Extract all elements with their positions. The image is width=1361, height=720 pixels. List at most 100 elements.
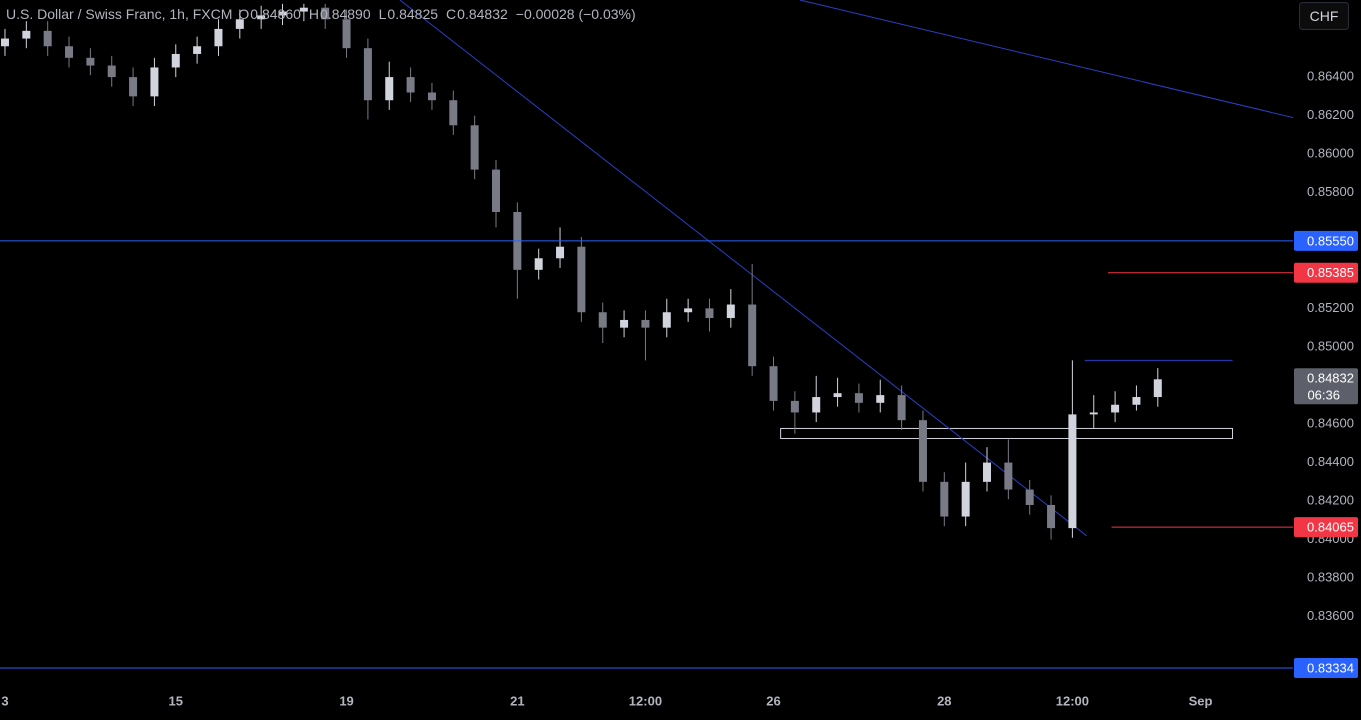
candle-body <box>1111 404 1120 413</box>
candle-body <box>876 395 885 403</box>
candle-body <box>897 395 906 421</box>
ohlc-value: 0.84890 <box>320 6 371 22</box>
candle-body <box>1089 412 1098 415</box>
candle-body <box>470 125 479 170</box>
x-tick-label: 26 <box>766 693 780 708</box>
candle-body <box>0 38 9 47</box>
candle-body <box>43 30 52 47</box>
candle-body <box>321 7 330 20</box>
y-tick-label: 0.84400 <box>1307 454 1354 469</box>
candle-body <box>1047 504 1056 529</box>
candle-body <box>278 11 287 16</box>
ohlc-key: L <box>378 6 387 22</box>
candle-body <box>705 308 714 319</box>
y-tick-label: 0.86200 <box>1307 107 1354 122</box>
candle-body <box>1068 414 1077 529</box>
price-label-box <box>1294 230 1358 251</box>
x-tick-label: 12:00 <box>629 693 662 708</box>
candle-body <box>918 420 927 482</box>
candle-body <box>833 393 842 398</box>
candle-body <box>598 312 607 328</box>
candle-body <box>641 319 650 328</box>
candle-body <box>684 308 693 313</box>
y-tick-label: 0.85200 <box>1307 300 1354 315</box>
price-label-box <box>1294 517 1358 538</box>
candle-body <box>449 100 458 126</box>
candle-body <box>171 53 180 68</box>
candle-body <box>769 366 778 401</box>
candle-body <box>577 246 586 313</box>
candle-body <box>1025 489 1034 505</box>
ohlc-key: C <box>446 6 457 22</box>
price-label: 0.85550 <box>1307 233 1354 248</box>
trendline <box>399 0 1087 537</box>
y-tick-label: 0.86400 <box>1307 69 1354 84</box>
candle-body <box>556 246 565 259</box>
last-price-label: 0.84832 <box>1307 371 1354 386</box>
x-tick-label: 12:00 <box>1056 693 1089 708</box>
candle-body <box>427 92 436 101</box>
candle-body <box>235 19 244 29</box>
candle-body <box>1153 379 1162 398</box>
last-price-box <box>1294 368 1358 405</box>
support-zone <box>780 427 1234 439</box>
x-tick-label: 19 <box>339 693 353 708</box>
change: −0.00028 (−0.03%) <box>515 6 636 22</box>
ohlc-key: O <box>238 6 250 22</box>
candle-body <box>534 258 543 270</box>
y-tick-label: 0.83600 <box>1307 608 1354 623</box>
candle-body <box>65 46 74 58</box>
candle-body <box>812 397 821 413</box>
countdown: 06:36 <box>1307 388 1340 403</box>
candle-body <box>129 77 138 97</box>
price-label: 0.84065 <box>1307 520 1354 535</box>
x-tick-label: 21 <box>510 693 524 708</box>
y-tick-label: 0.85000 <box>1307 338 1354 353</box>
candle-body <box>342 19 351 49</box>
y-tick-label: 0.84600 <box>1307 415 1354 430</box>
trendline <box>799 0 1294 119</box>
ohlc-value: 0.84860 <box>250 6 301 22</box>
candle-body <box>107 65 116 78</box>
currency-button[interactable]: CHF <box>1299 2 1349 30</box>
candle-body <box>491 169 500 213</box>
candle-body <box>406 77 415 93</box>
candle-body <box>940 481 949 517</box>
candle-body <box>983 462 992 482</box>
candle-body <box>299 7 308 12</box>
y-tick-label: 0.85800 <box>1307 184 1354 199</box>
candle-body <box>257 15 266 20</box>
candle-body <box>961 481 970 517</box>
ohlc-key: H <box>308 6 320 22</box>
symbol-header: U.S. Dollar / Swiss Franc, 1h, FXCM O0.84… <box>6 6 642 22</box>
price-label: 0.85385 <box>1307 265 1354 280</box>
ohlc-value: 0.84832 <box>457 6 508 22</box>
candle-body <box>214 28 223 47</box>
x-tick-label: 28 <box>937 693 951 708</box>
y-tick-label: 0.84200 <box>1307 493 1354 508</box>
y-tick-label: 0.83800 <box>1307 570 1354 585</box>
candle-body <box>363 48 372 101</box>
candle-body <box>726 304 735 319</box>
y-tick-label: 0.86000 <box>1307 146 1354 161</box>
price-label-box <box>1294 262 1358 283</box>
candle-body <box>1004 462 1013 490</box>
candle-body <box>854 393 863 403</box>
candle-body <box>385 77 394 101</box>
candle-body <box>193 46 202 54</box>
candle-body <box>22 30 31 39</box>
candle-body <box>662 312 671 328</box>
candle-body <box>790 400 799 413</box>
price-label-box <box>1294 658 1358 679</box>
candle-body <box>748 304 757 367</box>
candle-body <box>620 319 629 328</box>
candle-body <box>86 57 95 66</box>
candle-body <box>150 67 159 97</box>
x-tick-label: 15 <box>169 693 183 708</box>
candle-body <box>1132 397 1141 405</box>
price-label: 0.83334 <box>1307 660 1354 675</box>
x-tick-label: 3 <box>1 693 8 708</box>
ohlc-value: 0.84825 <box>387 6 439 22</box>
x-tick-label: Sep <box>1189 693 1213 708</box>
